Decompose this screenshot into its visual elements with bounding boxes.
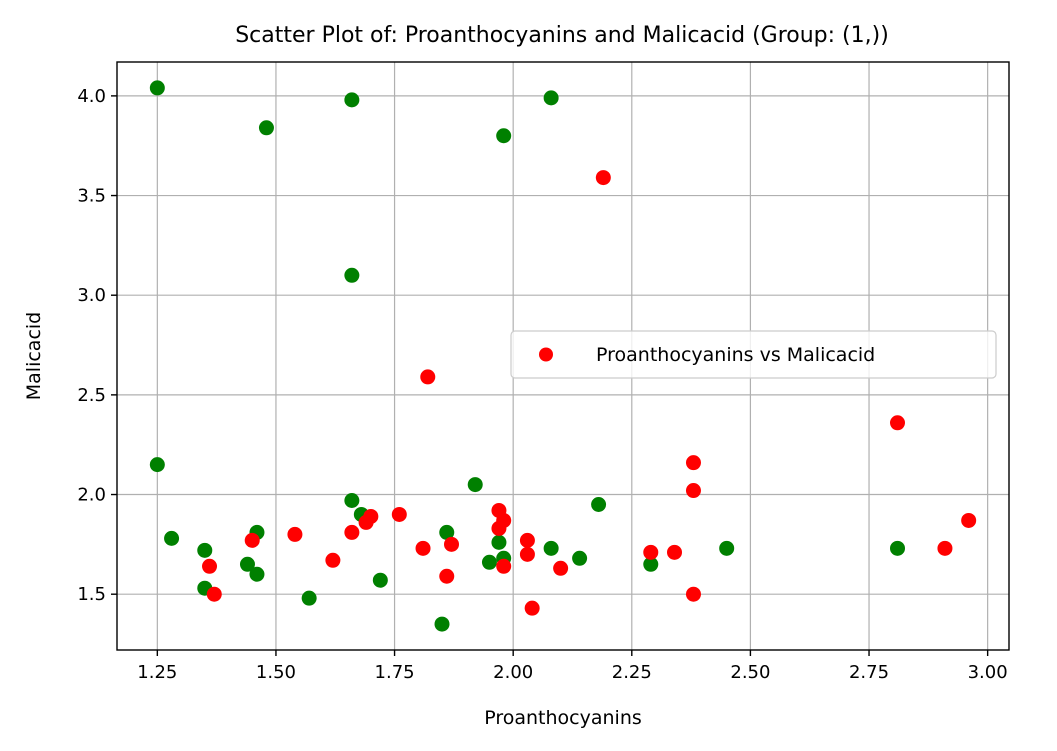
scatter-point	[202, 558, 218, 574]
scatter-point	[434, 616, 450, 632]
scatter-point	[244, 532, 260, 548]
scatter-point	[890, 540, 905, 556]
scatter-point	[685, 586, 701, 602]
scatter-point	[890, 415, 905, 431]
scatter-point	[164, 530, 180, 546]
x-tick-label: 3.00	[968, 662, 1008, 683]
legend-box	[510, 330, 997, 379]
legend-label: Proanthocyanins vs Malicacid	[596, 344, 875, 366]
plot-frame	[116, 61, 1010, 651]
scatter-point	[358, 514, 374, 530]
scatter-point	[344, 267, 360, 283]
scatter-point	[149, 457, 165, 473]
scatter-point	[496, 558, 512, 574]
scatter-point	[543, 540, 559, 556]
scatter-point	[325, 552, 341, 568]
scatter-point	[961, 512, 977, 528]
scatter-point	[553, 560, 569, 576]
scatter-point	[258, 120, 274, 136]
scatter-point	[197, 542, 213, 558]
y-tick-label: 2.5	[77, 385, 106, 406]
scatter-point	[491, 534, 507, 550]
scatter-point	[496, 128, 512, 144]
scatter-point	[344, 493, 360, 509]
scatter-point	[643, 544, 659, 560]
x-tick-label: 1.50	[256, 662, 296, 683]
scatter-point	[481, 554, 497, 570]
scatter-point	[595, 170, 611, 186]
scatter-point	[667, 544, 682, 560]
x-axis-label: Proanthocyanins	[484, 707, 642, 729]
scatter-point	[149, 80, 165, 96]
scatter-point	[444, 536, 459, 552]
x-tick-label: 2.50	[730, 662, 770, 683]
scatter-point	[643, 556, 659, 572]
scatter-point	[239, 556, 255, 572]
x-tick-label: 2.25	[612, 662, 652, 683]
y-tick-label: 1.5	[77, 584, 106, 605]
scatter-point	[287, 526, 303, 542]
x-tick-label: 2.75	[849, 662, 889, 683]
y-tick-label: 3.5	[77, 186, 106, 207]
scatter-point	[685, 483, 701, 499]
x-tick-label: 1.25	[137, 662, 177, 683]
scatter-point	[591, 496, 607, 512]
scatter-point	[372, 572, 388, 588]
scatter-point	[685, 455, 701, 471]
x-tick-label: 2.00	[493, 662, 533, 683]
scatter-point	[937, 540, 953, 556]
scatter-point	[206, 586, 222, 602]
scatter-point	[249, 566, 265, 582]
scatter-point	[543, 90, 559, 106]
scatter-point	[467, 477, 483, 493]
legend-marker	[539, 347, 553, 362]
grid-layer	[117, 62, 1009, 650]
x-tick-label: 1.75	[375, 662, 415, 683]
y-tick-label: 4.0	[77, 86, 106, 107]
scatter-point	[491, 520, 507, 536]
scatter-point	[519, 546, 535, 562]
y-tick-label: 3.0	[77, 285, 106, 306]
scatter-point	[719, 540, 735, 556]
scatter-point	[519, 532, 535, 548]
scatter-point	[301, 590, 317, 606]
scatter-point	[572, 550, 588, 566]
points-layer	[149, 80, 977, 632]
scatter-point	[344, 92, 360, 108]
scatter-point	[420, 369, 436, 385]
ticks-layer: 1.25 1.50 1.75 2.00 2.25 2.50 2.75 3.00 1.5 2.0 2.…	[77, 86, 1007, 683]
scatter-point	[524, 600, 540, 616]
y-tick-label: 2.0	[77, 485, 106, 506]
legend: Proanthocyanins vs Malicacid	[510, 330, 997, 379]
scatter-point	[439, 568, 455, 584]
scatter-point	[391, 506, 407, 522]
y-axis-label: Malicacid	[23, 312, 45, 400]
scatter-point	[415, 540, 431, 556]
scatter-point	[344, 524, 360, 540]
scatter-point	[439, 524, 455, 540]
chart-title: Scatter Plot of: Proanthocyanins and Mal…	[235, 23, 889, 48]
